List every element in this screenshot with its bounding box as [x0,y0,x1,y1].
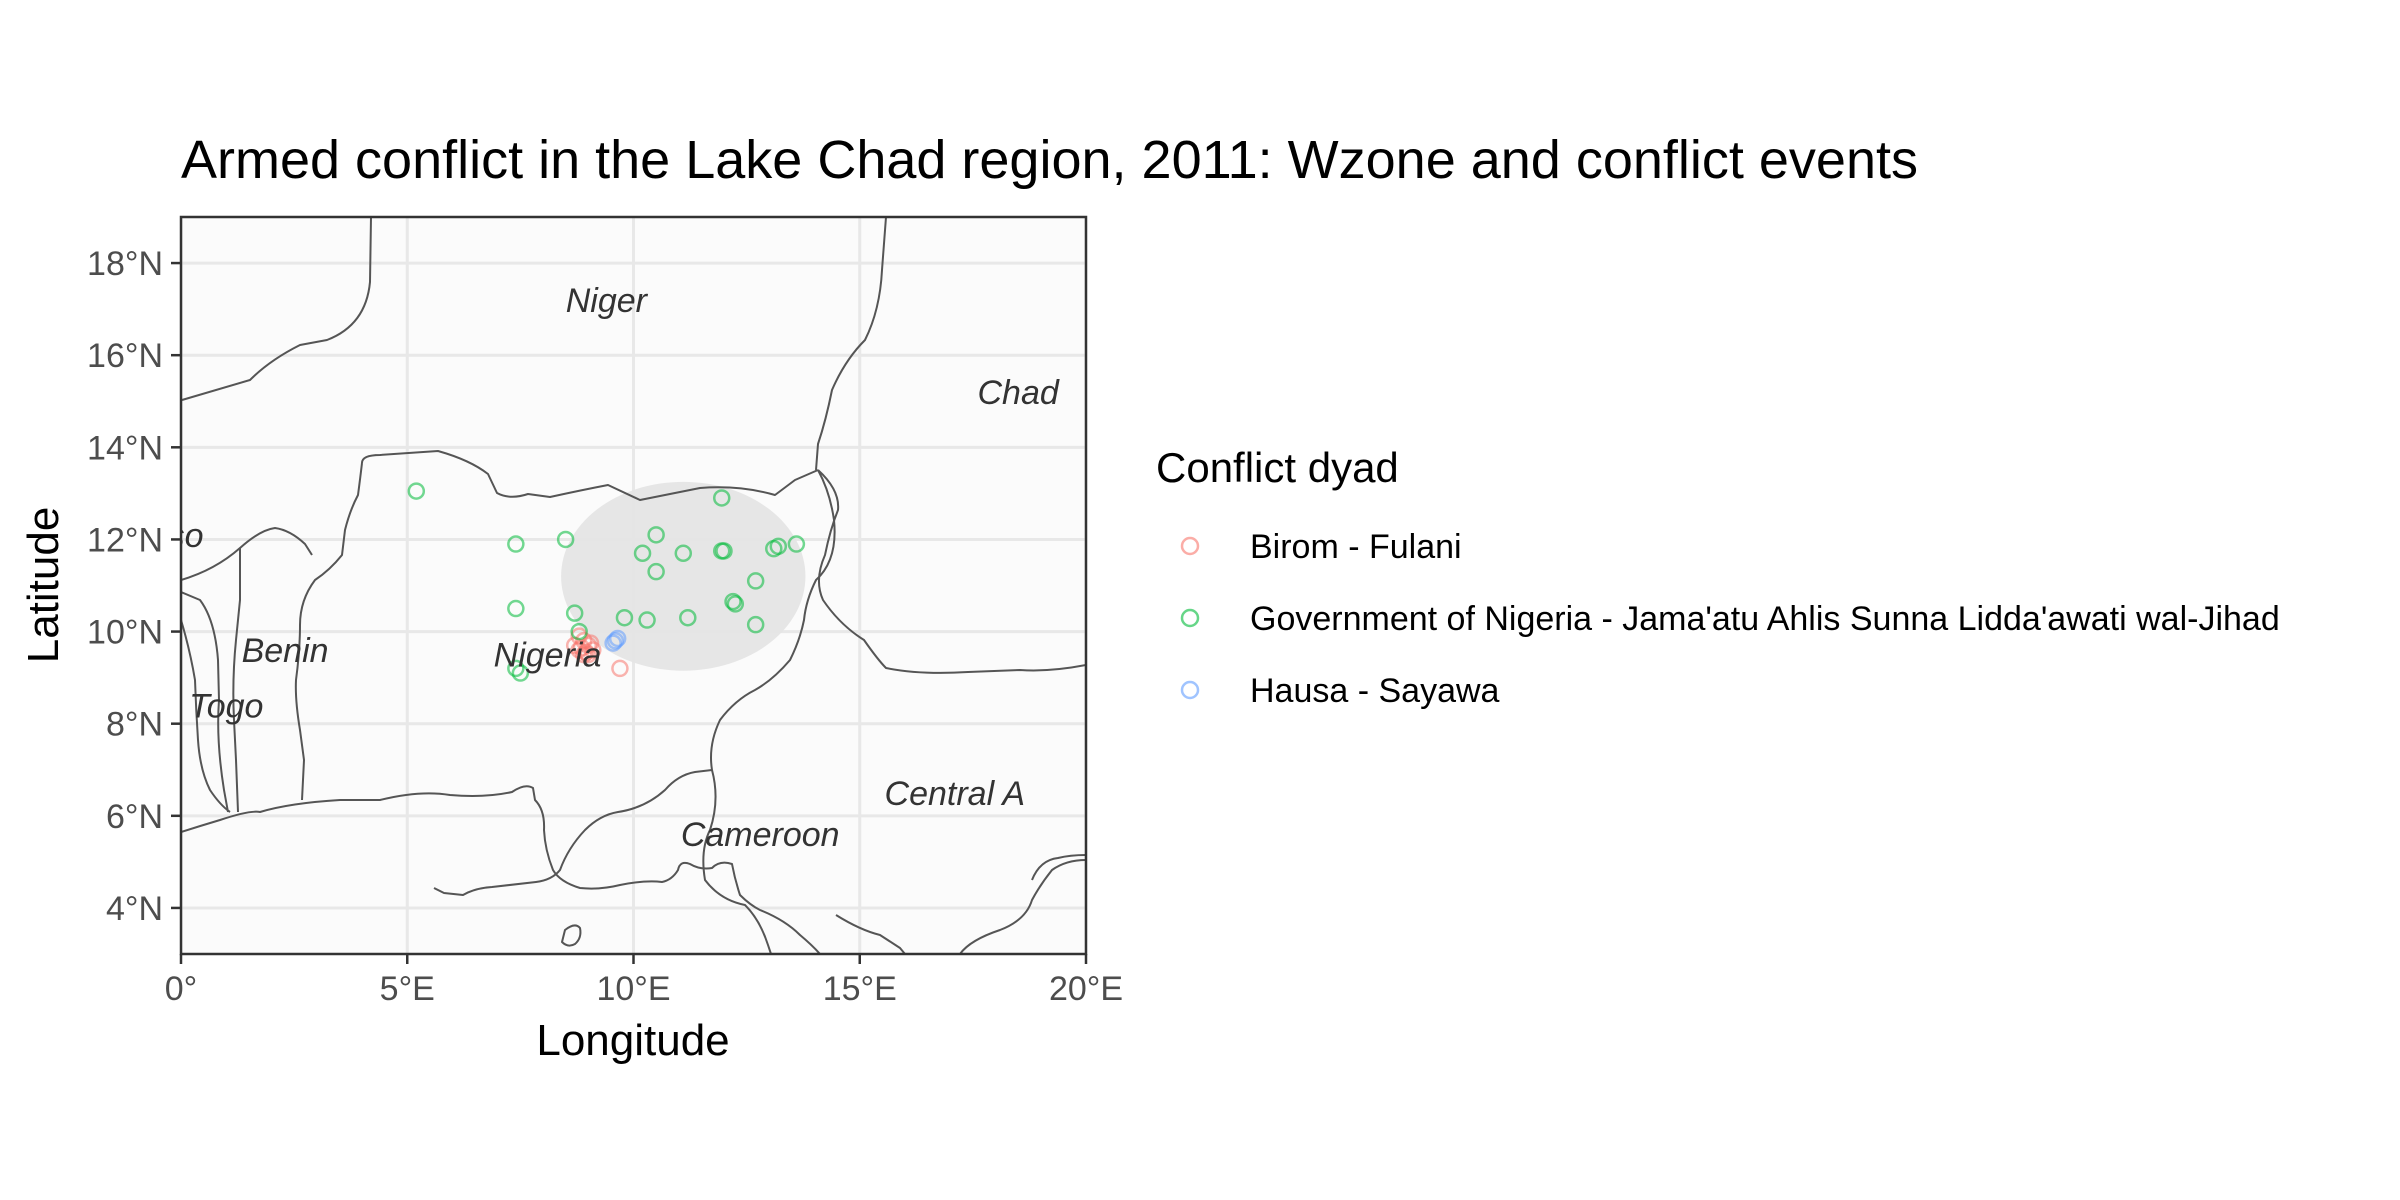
border-niger-nigeria [361,450,819,501]
event-point-1-20 [746,572,765,590]
country-label-1: Chad [977,374,1059,412]
event-point-1-18 [724,592,742,611]
border-cameroon-chad-car [817,469,1086,674]
country-label-4: Nigeria [494,637,602,675]
border-car-drc [959,859,1086,954]
event-point-1-11 [647,562,665,581]
event-point-1-0 [407,482,426,500]
border-togo-ghana [181,619,231,813]
x-axis-title: Longitude [536,1016,729,1065]
y-tick-label-0: 4°N [106,890,163,928]
event-point-1-13 [638,611,656,629]
country-label-3: Benin [242,632,329,670]
x-tick-label-2: 10°E [596,970,670,1008]
y-tick-label-5: 14°N [87,429,163,467]
country-label-7: Central A [885,775,1025,813]
legend-title: Conflict dyad [1156,444,1399,491]
event-point-1-2 [556,530,575,549]
legend: Conflict dyad Birom - Fulani Government o… [1156,444,2280,710]
wzone-ellipse [561,481,806,671]
x-tick-label-3: 15°E [823,970,897,1008]
country-label-5: Togo [189,687,263,725]
event-point-1-6 [507,659,525,678]
x-axis: 0° 5°E 10°E 15°E 20°E [165,954,1123,1008]
event-point-2-0 [606,632,625,650]
event-point-1-9 [647,526,665,544]
event-point-1-23 [769,537,788,556]
wzone-layer [561,481,806,671]
event-point-1-24 [787,535,806,553]
event-point-0-9 [581,634,600,652]
y-tick-label-3: 10°N [87,614,163,652]
event-point-0-10 [577,643,595,662]
y-tick-label-2: 8°N [106,706,163,744]
conflict-events [407,482,806,682]
legend-label-2: Hausa - Sayawa [1250,672,1500,710]
border-niger-chad [815,217,887,471]
event-point-1-8 [633,544,652,563]
event-point-1-3 [507,599,525,618]
coastline-gulf-of-guinea [181,785,821,954]
country-borders [181,217,1086,954]
legend-label-1: Government of Nigeria - Jama'atu Ahlis S… [1250,600,2280,638]
country-label-2: so [168,517,204,555]
event-point-0-8 [572,638,591,657]
event-point-2-2 [608,629,627,648]
country-label-6: Cameroon [681,816,840,854]
event-point-1-5 [570,622,588,641]
event-point-1-14 [679,608,697,627]
x-tick-label-4: 20°E [1049,970,1123,1008]
y-axis: 4°N 6°N 8°N 10°N 12°N 14°N 16°N 18°N [87,245,181,928]
country-labels: Niger Chad so Benin Nigeria Togo Cameroon Centr… [168,282,1060,854]
border-cameroon-south [835,914,906,954]
border-cameroon-car [702,769,772,954]
border-nigeria-benin [294,462,363,801]
legend-label-0: Birom - Fulani [1250,528,1462,566]
x-tick-label-0: 0° [165,970,198,1008]
x-tick-label-1: 5°E [380,970,435,1008]
event-point-1-21 [746,615,765,634]
country-label-0: Niger [566,282,649,320]
event-point-1-17 [715,542,733,560]
border-togo-west [181,591,229,813]
border-niger-algeria [181,217,372,401]
event-point-0-11 [611,659,629,678]
bioko-island [561,924,582,947]
legend-key-1 [1180,608,1200,628]
border-benin-burkina [181,527,313,581]
legend-key-0 [1180,536,1200,556]
y-tick-label-7: 18°N [87,245,163,283]
chart-title: Armed conflict in the Lake Chad region, … [181,130,1918,190]
event-point-1-15 [712,489,731,507]
legend-key-2 [1180,680,1200,700]
event-point-1-1 [507,535,525,553]
event-point-1-4 [565,604,584,622]
y-tick-label-1: 6°N [106,798,163,836]
event-point-2-1 [604,634,622,652]
border-nigeria-cameroon [433,469,836,896]
event-point-1-7 [511,664,530,682]
coast-east-small [1031,854,1086,881]
event-point-1-12 [615,608,634,627]
border-benin-togo [232,548,241,813]
y-axis-title: Latitude [19,507,68,664]
event-point-1-19 [726,595,745,613]
y-tick-label-6: 16°N [87,337,163,375]
event-point-1-10 [674,544,693,563]
y-tick-label-4: 12°N [87,521,163,559]
